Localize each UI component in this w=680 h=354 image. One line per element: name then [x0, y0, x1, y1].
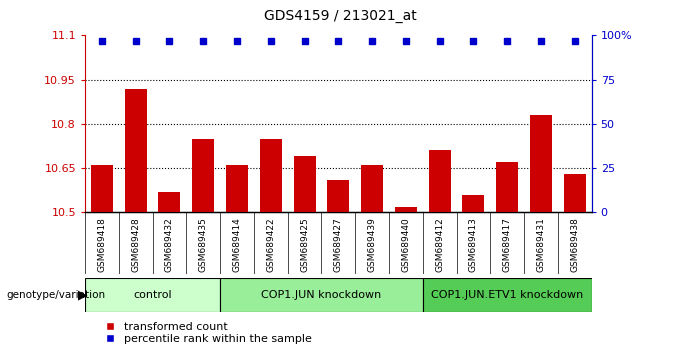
Bar [192, 139, 214, 212]
Bar [158, 192, 180, 212]
Bar [85, 278, 220, 312]
Legend: transformed count, percentile rank within the sample: transformed count, percentile rank withi… [94, 318, 316, 348]
Bar [530, 115, 552, 212]
Text: COP1.JUN knockdown: COP1.JUN knockdown [261, 290, 381, 300]
Bar [220, 278, 423, 312]
Text: GSM689432: GSM689432 [165, 217, 174, 272]
Text: GSM689439: GSM689439 [368, 217, 377, 272]
Text: GSM689412: GSM689412 [435, 217, 444, 272]
Bar [496, 162, 518, 212]
Bar [91, 165, 113, 212]
Text: control: control [133, 290, 172, 300]
Bar [361, 165, 383, 212]
Text: GSM689428: GSM689428 [131, 217, 140, 272]
Text: GSM689438: GSM689438 [571, 217, 579, 272]
Text: COP1.JUN.ETV1 knockdown: COP1.JUN.ETV1 knockdown [431, 290, 583, 300]
Bar [462, 195, 484, 212]
Bar [327, 180, 350, 212]
Text: GSM689414: GSM689414 [233, 217, 241, 272]
Text: GSM689427: GSM689427 [334, 217, 343, 272]
Text: GSM689413: GSM689413 [469, 217, 478, 272]
Text: genotype/variation: genotype/variation [7, 290, 106, 300]
Bar [260, 139, 282, 212]
Text: GSM689435: GSM689435 [199, 217, 207, 272]
Text: GDS4159 / 213021_at: GDS4159 / 213021_at [264, 9, 416, 23]
Text: ▶: ▶ [78, 288, 88, 301]
Bar [395, 206, 417, 212]
Bar [564, 174, 585, 212]
Text: GSM689418: GSM689418 [97, 217, 106, 272]
Bar [124, 88, 147, 212]
Text: GSM689417: GSM689417 [503, 217, 511, 272]
Bar [428, 150, 451, 212]
Text: GSM689425: GSM689425 [300, 217, 309, 272]
Text: GSM689431: GSM689431 [537, 217, 545, 272]
Bar [423, 278, 592, 312]
Text: GSM689440: GSM689440 [401, 217, 410, 272]
Bar [226, 165, 248, 212]
Bar [294, 156, 316, 212]
Text: GSM689422: GSM689422 [267, 217, 275, 272]
